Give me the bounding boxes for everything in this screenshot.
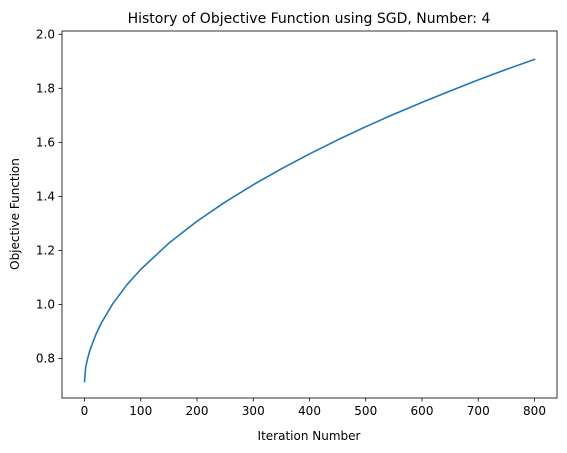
- x-tick-label: 600: [411, 404, 434, 418]
- y-tick-label: 1.6: [36, 136, 55, 150]
- x-tick-label: 100: [129, 404, 152, 418]
- x-axis-ticks: 0 100 200 300 400 500 600 700 800: [81, 398, 546, 418]
- x-tick-label: 300: [242, 404, 265, 418]
- series-layer: [85, 59, 535, 381]
- x-tick-label: 700: [467, 404, 490, 418]
- chart-title: History of Objective Function using SGD,…: [128, 11, 491, 27]
- y-tick-label: 0.8: [36, 352, 55, 366]
- x-axis-title: Iteration Number: [258, 429, 361, 443]
- y-axis-title: Objective Function: [8, 158, 22, 270]
- y-tick-label: 1.0: [36, 298, 55, 312]
- y-tick-label: 1.8: [36, 81, 55, 95]
- y-tick-label: 1.4: [36, 190, 55, 204]
- x-tick-label: 800: [523, 404, 546, 418]
- y-tick-label: 1.2: [36, 244, 55, 258]
- x-tick-label: 400: [298, 404, 321, 418]
- x-tick-label: 0: [81, 404, 89, 418]
- plot-area-frame: [62, 31, 557, 398]
- x-tick-label: 500: [354, 404, 377, 418]
- x-tick-label: 200: [186, 404, 209, 418]
- series-line-0: [85, 59, 535, 381]
- y-tick-label: 2.0: [36, 27, 55, 41]
- y-axis-ticks: 0.8 1.0 1.2 1.4 1.6 1.8 2.0: [36, 27, 62, 365]
